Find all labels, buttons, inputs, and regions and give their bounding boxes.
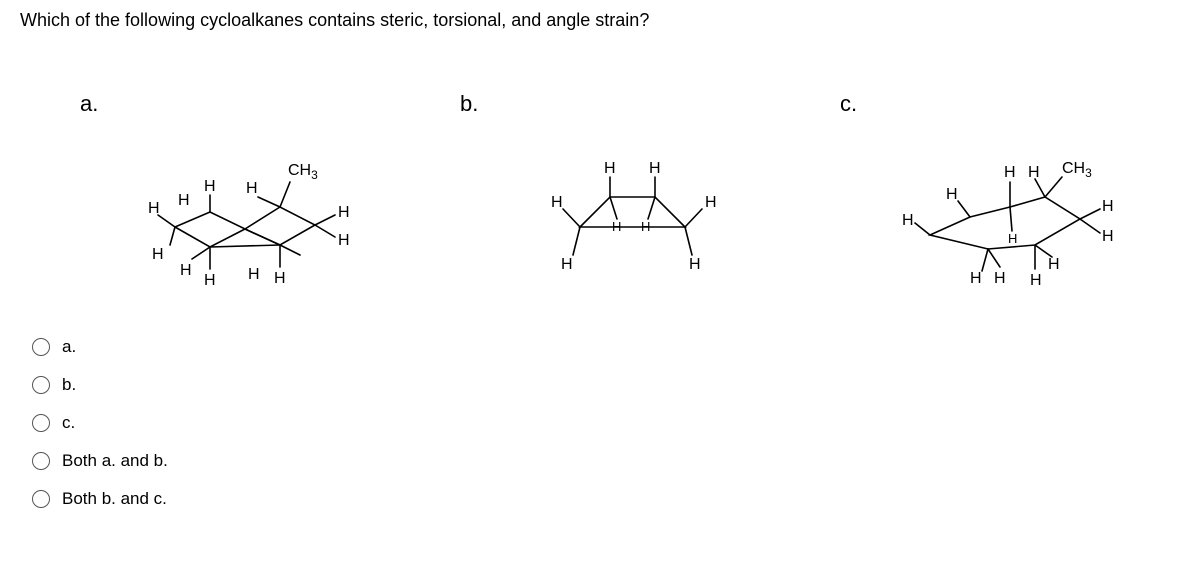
h-label: H: [180, 262, 192, 279]
h-label: H: [248, 266, 260, 283]
h-label: H: [152, 246, 164, 263]
radio-icon: [32, 452, 50, 470]
h-label: H: [178, 192, 190, 209]
figure-c-structure: H H H H CH3 H H H H H H H: [890, 127, 1130, 297]
figure-block-b: b.: [460, 91, 800, 297]
figure-block-c: c.: [840, 91, 1180, 297]
h-label: H: [612, 219, 621, 234]
option-label: Both a. and b.: [62, 451, 168, 471]
option-both-a-b[interactable]: Both a. and b.: [32, 451, 1180, 471]
figure-block-a: a.: [80, 91, 420, 297]
h-label: H: [1030, 272, 1042, 289]
figure-a-structure: H H H H H CH3 H H H H H H: [130, 127, 370, 297]
radio-icon: [32, 376, 50, 394]
figure-label-c: c.: [840, 91, 1180, 117]
option-label: Both b. and c.: [62, 489, 167, 509]
option-a[interactable]: a.: [32, 337, 1180, 357]
h-label: H: [1048, 256, 1060, 273]
h-label: H: [338, 204, 350, 221]
figure-label-b: b.: [460, 91, 800, 117]
h-label: H: [274, 270, 286, 287]
h-label: H: [1008, 231, 1017, 246]
h-label: H: [561, 256, 573, 273]
ch3-label: CH3: [1062, 160, 1092, 180]
h-label: H: [204, 178, 216, 195]
question-text: Which of the following cycloalkanes cont…: [20, 10, 1180, 31]
h-label: H: [604, 160, 616, 177]
option-label: a.: [62, 337, 76, 357]
option-b[interactable]: b.: [32, 375, 1180, 395]
h-label: H: [970, 270, 982, 287]
h-label: H: [689, 256, 701, 273]
h-label: H: [946, 186, 958, 203]
h-label: H: [1102, 228, 1114, 245]
radio-icon: [32, 338, 50, 356]
h-label: H: [246, 180, 258, 197]
ch3-label: CH3: [288, 162, 318, 182]
h-label: H: [705, 194, 717, 211]
figures-row: a.: [80, 91, 1180, 297]
h-label: H: [994, 270, 1006, 287]
option-label: b.: [62, 375, 76, 395]
h-label: H: [338, 232, 350, 249]
h-label: H: [204, 272, 216, 289]
radio-icon: [32, 414, 50, 432]
h-label: H: [148, 200, 160, 217]
h-label: H: [551, 194, 563, 211]
figure-label-a: a.: [80, 91, 420, 117]
option-both-b-c[interactable]: Both b. and c.: [32, 489, 1180, 509]
h-label: H: [649, 160, 661, 177]
options-list: a. b. c. Both a. and b. Both b. and c.: [32, 337, 1180, 509]
h-label: H: [1028, 164, 1040, 181]
figure-b-structure: H H H H H H H H: [525, 127, 735, 297]
h-label: H: [641, 219, 650, 234]
h-label: H: [902, 212, 914, 229]
radio-icon: [32, 490, 50, 508]
h-label: H: [1004, 164, 1016, 181]
option-c[interactable]: c.: [32, 413, 1180, 433]
option-label: c.: [62, 413, 75, 433]
h-label: H: [1102, 198, 1114, 215]
